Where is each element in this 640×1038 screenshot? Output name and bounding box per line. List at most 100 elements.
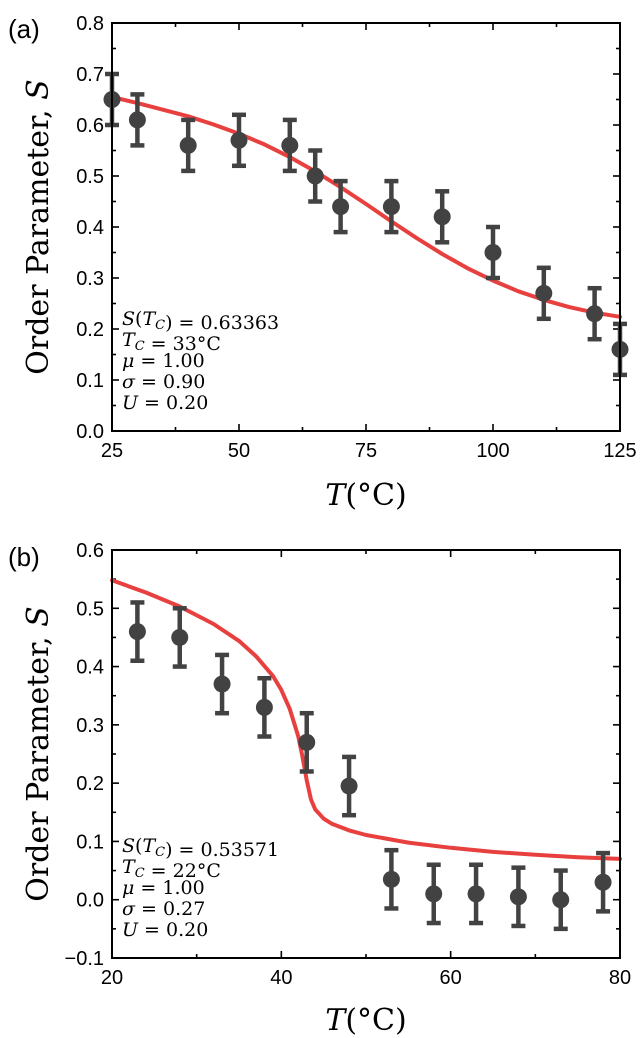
panel-label: (a)	[8, 14, 40, 44]
data-point	[467, 862, 485, 926]
marker	[484, 244, 502, 261]
y-tick-label: 0.3	[76, 715, 104, 737]
y-tick-label: 0.4	[76, 657, 104, 679]
marker	[382, 870, 400, 888]
annotation-line: U = 0.20	[122, 392, 208, 414]
x-tick-label: 60	[440, 967, 462, 989]
x-tick-label: 25	[101, 440, 123, 462]
marker	[281, 136, 299, 154]
y-axis-label: Order Parameter, S	[21, 606, 56, 901]
marker	[171, 628, 189, 646]
data-point	[552, 868, 570, 932]
data-point	[433, 189, 451, 245]
x-axis-label: T(°C)	[325, 1003, 406, 1038]
marker	[594, 873, 612, 891]
plot-frame	[111, 549, 621, 959]
y-tick-label: 0.5	[76, 166, 104, 188]
data-point	[255, 675, 273, 739]
marker	[213, 675, 231, 693]
data-point	[484, 224, 502, 281]
annotation-line: U = 0.20	[122, 919, 208, 941]
marker	[255, 698, 273, 716]
annotation-line: S(TC) = 0.53571	[122, 835, 279, 861]
data-point	[509, 865, 527, 929]
y-tick-label: 0.1	[76, 831, 104, 853]
marker	[128, 623, 146, 641]
data-point	[306, 148, 324, 204]
annotation-line: TC = 22°C	[122, 856, 221, 882]
data-point	[128, 600, 146, 663]
y-tick-label: 0.7	[76, 64, 104, 86]
annotation-line: σ = 0.90	[122, 371, 205, 393]
fit-curve	[110, 94, 622, 319]
marker	[586, 305, 604, 323]
data-point	[171, 606, 189, 669]
marker	[128, 111, 146, 129]
marker	[306, 167, 324, 185]
y-tick-label: 0.5	[76, 598, 104, 620]
panel-label: (b)	[8, 542, 40, 572]
chart-panel-a: (a) 25 50 75 100 125 0.0 0.1 0.2 0.3 0.4 0.5 0.6 0.7 0…	[8, 13, 637, 513]
marker	[433, 208, 451, 226]
marker	[535, 284, 553, 302]
data-point	[340, 754, 358, 818]
data-point	[298, 710, 316, 774]
annotation-line: μ = 1.00	[122, 350, 205, 372]
marker	[298, 733, 316, 751]
data-point	[213, 652, 231, 716]
y-tick-label: −0.1	[65, 948, 104, 970]
data-point	[425, 862, 443, 926]
marker	[425, 885, 443, 903]
y-tick-label: 0.2	[76, 773, 104, 795]
y-tick-label: 0.4	[76, 217, 104, 239]
y-tick-label: 0.2	[76, 319, 104, 341]
data-point	[586, 285, 604, 342]
annotation-line: S(TC) = 0.63363	[122, 308, 279, 334]
data-point	[281, 117, 299, 174]
annotation-line: TC = 33°C	[122, 329, 221, 355]
plot-frame	[111, 22, 621, 432]
data-point	[179, 117, 197, 174]
fit-curve	[110, 578, 622, 861]
x-tick-label: 125	[603, 440, 636, 462]
marker	[467, 885, 485, 903]
marker	[179, 136, 197, 154]
ticks: 20 40 60 80 −0.1 0.0 0.1 0.2 0.3 0.4 0.5 0.6	[65, 540, 632, 989]
x-tick-label: 100	[476, 440, 509, 462]
marker	[509, 888, 527, 906]
y-axis-label: Order Parameter, S	[21, 79, 56, 374]
y-tick-label: 0.8	[76, 13, 104, 35]
ticks: 25 50 75 100 125 0.0 0.1 0.2 0.3 0.4 0.5 0.6 0.7 0.8	[76, 13, 637, 462]
x-tick-label: 80	[609, 967, 631, 989]
data-point	[230, 112, 248, 169]
annotation-line: σ = 0.27	[122, 898, 205, 920]
x-tick-label: 40	[270, 967, 292, 989]
y-tick-label: 0.1	[76, 370, 104, 392]
data-point	[128, 92, 146, 148]
marker	[340, 777, 358, 795]
data-point	[332, 178, 350, 235]
x-tick-label: 75	[355, 440, 377, 462]
y-tick-label: 0.0	[76, 890, 104, 912]
marker	[552, 891, 570, 909]
marker	[382, 198, 400, 216]
data-point	[594, 850, 612, 914]
x-axis-label: T(°C)	[325, 478, 406, 513]
chart-panel-b: (b) 20 40 60 80 −0.1 0.0 0.1 0.2 0.3 0.4 0.5 0.6 T(°C…	[8, 540, 631, 1038]
y-tick-label: 0.0	[76, 421, 104, 443]
annotation-line: μ = 1.00	[122, 877, 205, 899]
x-tick-label: 50	[228, 440, 250, 462]
data-point	[382, 847, 400, 911]
data-point	[382, 178, 400, 235]
x-tick-label: 20	[101, 967, 123, 989]
marker	[332, 198, 350, 216]
y-tick-label: 0.3	[76, 268, 104, 290]
data-point	[535, 265, 553, 322]
y-tick-label: 0.6	[76, 540, 104, 562]
y-tick-label: 0.6	[76, 115, 104, 137]
data-points	[128, 600, 612, 932]
marker	[230, 131, 248, 149]
